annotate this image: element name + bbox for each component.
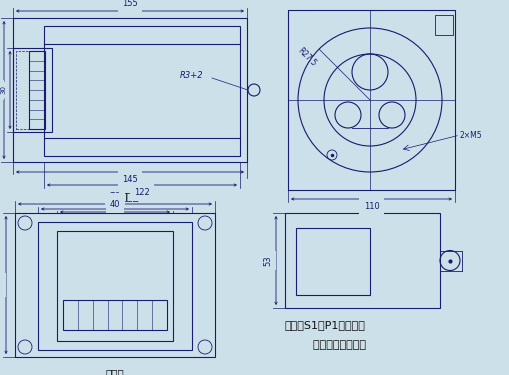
Text: 53: 53 (263, 255, 272, 266)
Text: 2×M5: 2×M5 (460, 130, 483, 140)
Text: 145: 145 (122, 175, 138, 184)
Text: 155: 155 (122, 0, 138, 8)
Text: 50: 50 (110, 197, 120, 206)
Text: 编织线为等电位线: 编织线为等电位线 (285, 340, 366, 350)
Text: 说明：S1与P1为同名端: 说明：S1与P1为同名端 (285, 320, 366, 330)
Text: R3+2: R3+2 (180, 70, 204, 80)
Text: R27.5: R27.5 (296, 46, 318, 68)
Text: 122: 122 (134, 188, 150, 197)
Text: 主视图: 主视图 (121, 191, 139, 201)
Text: 49.5: 49.5 (0, 276, 2, 294)
Text: 左视图: 左视图 (106, 368, 124, 375)
Text: 110: 110 (363, 202, 379, 211)
Text: 40: 40 (110, 200, 120, 209)
Text: 30: 30 (0, 86, 6, 94)
Text: 76: 76 (109, 192, 120, 201)
